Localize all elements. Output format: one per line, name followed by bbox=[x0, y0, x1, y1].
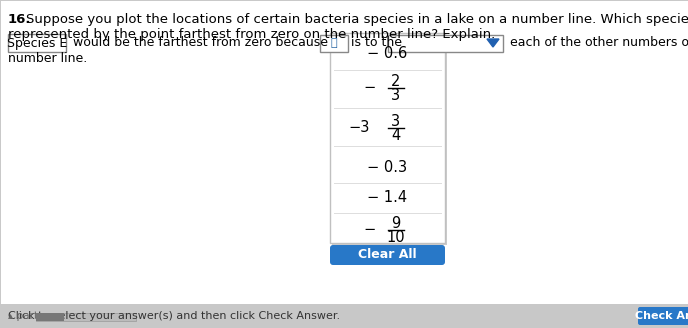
Text: 4: 4 bbox=[391, 128, 400, 142]
Text: 9: 9 bbox=[391, 215, 400, 231]
Text: −: − bbox=[363, 222, 376, 237]
Text: Click to select your answer(s) and then click Check Answer.: Click to select your answer(s) and then … bbox=[8, 311, 340, 321]
FancyBboxPatch shape bbox=[0, 0, 688, 306]
FancyBboxPatch shape bbox=[332, 35, 447, 245]
Text: would be the farthest from zero because: would be the farthest from zero because bbox=[69, 36, 328, 50]
FancyBboxPatch shape bbox=[36, 313, 64, 321]
Text: Check An: Check An bbox=[635, 311, 688, 321]
Text: Suppose you plot the locations of certain bacteria species in a lake on a number: Suppose you plot the locations of certai… bbox=[26, 13, 688, 26]
Text: ⧗: ⧗ bbox=[331, 38, 337, 48]
FancyBboxPatch shape bbox=[8, 34, 66, 52]
Text: is to the: is to the bbox=[351, 36, 402, 50]
Text: −3: −3 bbox=[348, 120, 369, 135]
FancyBboxPatch shape bbox=[330, 33, 445, 243]
Text: each of the other numbers on a: each of the other numbers on a bbox=[506, 36, 688, 50]
Text: represented by the point farthest from zero on the number line? Explain.: represented by the point farthest from z… bbox=[8, 28, 495, 41]
FancyBboxPatch shape bbox=[330, 245, 445, 265]
Text: 3: 3 bbox=[391, 113, 400, 129]
Text: number line.: number line. bbox=[8, 52, 87, 66]
Text: −: − bbox=[363, 80, 376, 95]
Text: 10: 10 bbox=[386, 230, 405, 244]
Text: − 1.4: − 1.4 bbox=[367, 191, 407, 206]
Text: Species E: Species E bbox=[7, 36, 67, 50]
FancyBboxPatch shape bbox=[638, 307, 688, 325]
Polygon shape bbox=[487, 39, 499, 47]
Text: 2: 2 bbox=[391, 73, 400, 89]
Text: Clear All: Clear All bbox=[358, 249, 417, 261]
FancyBboxPatch shape bbox=[388, 35, 503, 52]
Text: 3: 3 bbox=[391, 88, 400, 102]
Text: − 0.6: − 0.6 bbox=[367, 46, 407, 60]
Text: − 0.3: − 0.3 bbox=[367, 160, 407, 175]
Text: 16.: 16. bbox=[8, 13, 32, 26]
Text: ▴ part: ▴ part bbox=[8, 311, 38, 321]
FancyBboxPatch shape bbox=[0, 304, 688, 328]
FancyBboxPatch shape bbox=[320, 35, 348, 52]
FancyBboxPatch shape bbox=[36, 313, 136, 321]
